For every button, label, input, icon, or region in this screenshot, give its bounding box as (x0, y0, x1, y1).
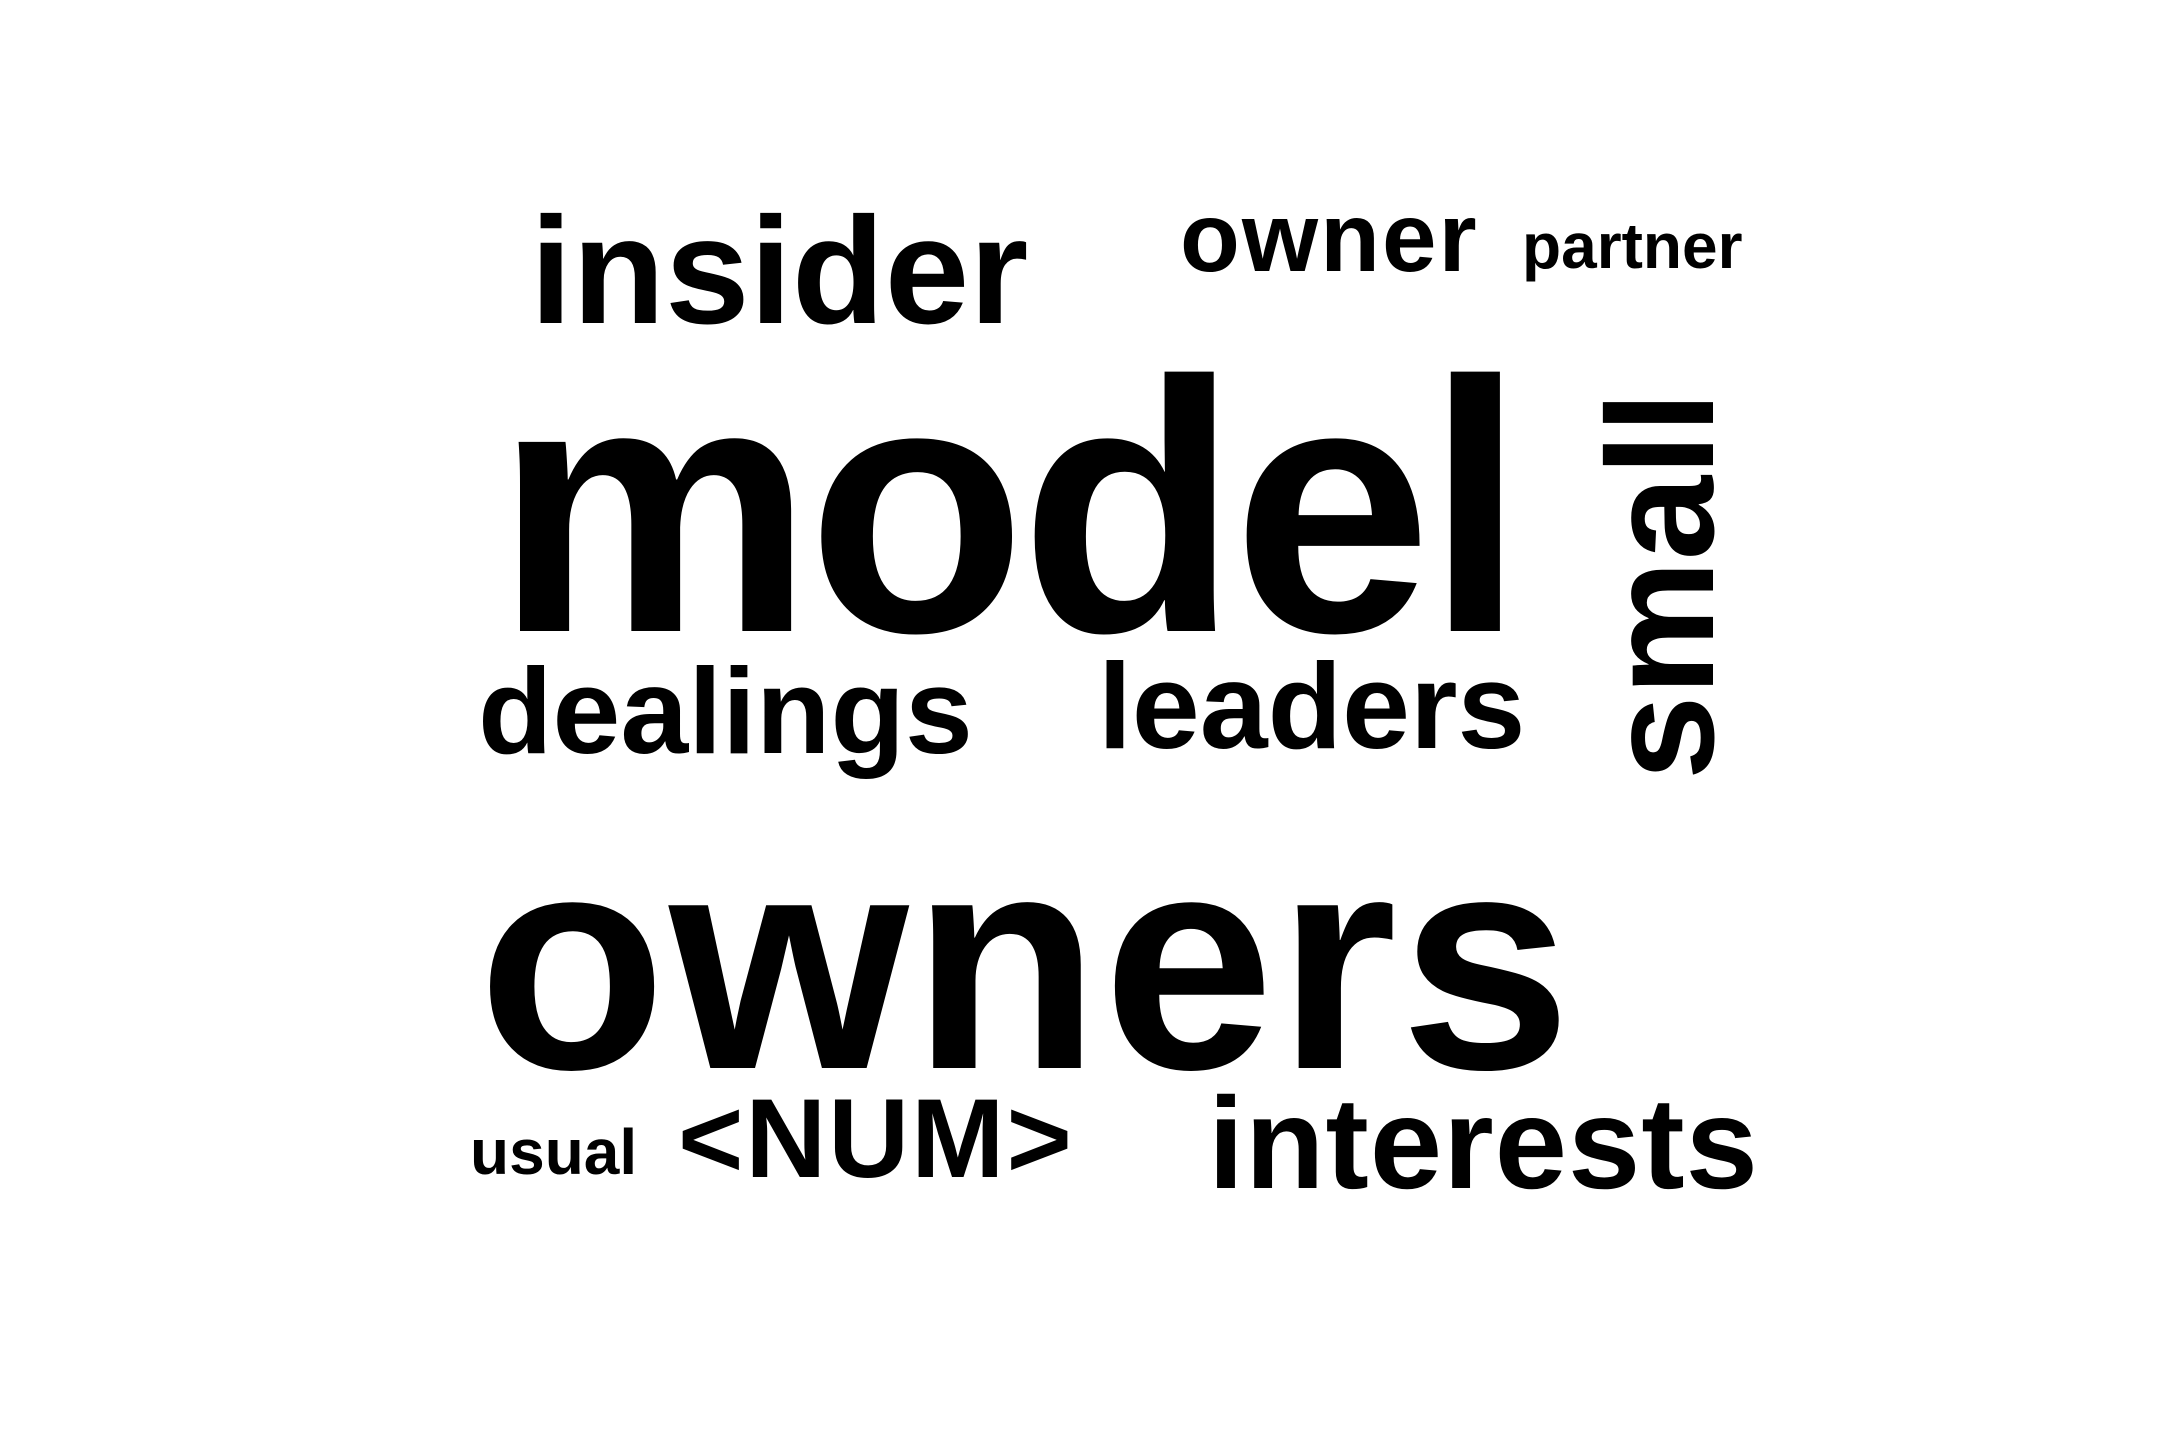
word-owner: owner (1180, 182, 1479, 292)
word-small: small (1576, 391, 1746, 780)
word-owners: owners (478, 790, 1575, 1134)
word-interests: interests (1208, 1070, 1759, 1216)
word-partner: partner (1522, 210, 1743, 282)
word-model: model (495, 307, 1525, 707)
word-usual: usual (470, 1116, 638, 1188)
word-num: <NUM> (678, 1076, 1074, 1201)
word-dealings: dealings (478, 643, 973, 779)
word-leaders: leaders (1098, 638, 1526, 774)
word-insider: insider (530, 186, 1029, 356)
